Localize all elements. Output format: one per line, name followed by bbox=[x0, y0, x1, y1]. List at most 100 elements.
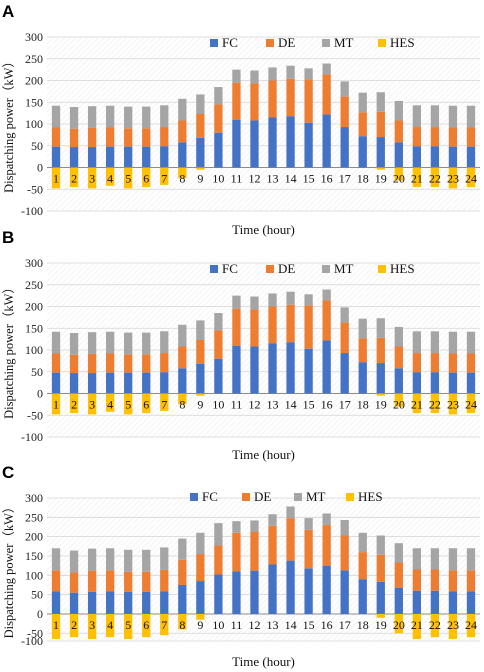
bar-mt-16 bbox=[322, 513, 331, 526]
bar-hes-21 bbox=[412, 167, 422, 188]
x-tick-label: 1 bbox=[53, 398, 59, 412]
legend-label: MT bbox=[306, 489, 326, 504]
x-tick-label: 22 bbox=[429, 172, 441, 186]
legend-item-hes: HES bbox=[346, 489, 383, 504]
y-tick-label: 200 bbox=[25, 300, 43, 314]
bar-de-9 bbox=[196, 554, 205, 582]
bar-de-21 bbox=[412, 569, 422, 591]
bar-fc-4 bbox=[105, 591, 115, 614]
bar-hes-2 bbox=[69, 167, 79, 188]
bar-mt-24 bbox=[466, 548, 476, 571]
bar-de-6 bbox=[142, 128, 151, 147]
bar-de-6 bbox=[142, 354, 151, 373]
bar-mt-8 bbox=[178, 324, 187, 347]
bar-hes-23 bbox=[448, 613, 458, 640]
x-tick-label: 6 bbox=[143, 618, 149, 632]
bar-de-17 bbox=[340, 535, 349, 571]
bar-hes-1 bbox=[51, 167, 61, 189]
x-tick-label: 13 bbox=[267, 172, 279, 186]
x-tick-label: 15 bbox=[303, 398, 315, 412]
bar-hes-3 bbox=[87, 613, 97, 640]
bar-hes-4 bbox=[105, 393, 115, 412]
y-tick-label: 100 bbox=[25, 117, 43, 131]
bar-fc-10 bbox=[214, 358, 223, 394]
bar-hes-5 bbox=[124, 167, 133, 189]
x-tick-label: 17 bbox=[339, 172, 351, 186]
bar-fc-10 bbox=[214, 574, 223, 614]
bar-fc-16 bbox=[322, 114, 331, 168]
bar-hes-7 bbox=[160, 393, 169, 411]
y-tick-label: 300 bbox=[25, 256, 43, 270]
bar-mt-14 bbox=[286, 65, 295, 79]
x-tick-label: 8 bbox=[179, 172, 185, 186]
bar-mt-22 bbox=[430, 331, 440, 354]
bar-fc-17 bbox=[340, 353, 349, 394]
x-tick-label: 10 bbox=[212, 618, 224, 632]
x-tick-label: 23 bbox=[447, 398, 459, 412]
y-tick-label: -50 bbox=[27, 626, 43, 640]
bar-fc-7 bbox=[160, 591, 169, 614]
bar-de-7 bbox=[160, 127, 169, 147]
x-tick-label: 19 bbox=[375, 398, 387, 412]
bar-fc-3 bbox=[87, 591, 97, 614]
bar-mt-5 bbox=[124, 549, 133, 572]
bar-fc-24 bbox=[466, 591, 476, 614]
legend-item-fc: FC bbox=[190, 489, 218, 504]
bar-de-22 bbox=[430, 127, 440, 147]
bar-fc-9 bbox=[196, 363, 205, 394]
bar-mt-12 bbox=[250, 296, 259, 310]
bar-mt-17 bbox=[340, 307, 349, 323]
bar-mt-22 bbox=[430, 548, 440, 570]
bar-mt-3 bbox=[87, 332, 97, 354]
legend-item-mt: MT bbox=[322, 35, 354, 50]
x-tick-label: 5 bbox=[125, 398, 131, 412]
bar-mt-1 bbox=[51, 331, 61, 354]
bar-de-18 bbox=[358, 112, 367, 137]
bar-fc-19 bbox=[376, 363, 385, 394]
bar-de-10 bbox=[214, 545, 223, 575]
bar-mt-6 bbox=[142, 332, 151, 355]
bar-mt-23 bbox=[448, 105, 458, 128]
x-tick-label: 12 bbox=[248, 618, 260, 632]
bar-mt-9 bbox=[196, 532, 205, 555]
x-tick-label: 21 bbox=[411, 618, 423, 632]
bar-mt-4 bbox=[105, 105, 115, 128]
bar-mt-4 bbox=[105, 331, 115, 354]
bar-fc-17 bbox=[340, 570, 349, 614]
y-axis-label: Dispatching power（kW） bbox=[2, 501, 16, 639]
bar-hes-21 bbox=[412, 613, 422, 640]
x-tick-label: 13 bbox=[267, 398, 279, 412]
legend-item-de: DE bbox=[266, 35, 295, 50]
y-tick-label: 150 bbox=[25, 95, 43, 109]
bar-fc-18 bbox=[358, 579, 367, 614]
legend-swatch bbox=[266, 39, 274, 47]
y-tick-label: 100 bbox=[25, 568, 43, 582]
bar-fc-12 bbox=[250, 120, 259, 168]
bar-de-24 bbox=[466, 127, 476, 147]
bar-hes-4 bbox=[105, 613, 115, 638]
y-tick-label: 150 bbox=[25, 549, 43, 563]
x-tick-label: 11 bbox=[231, 172, 243, 186]
legend-label: DE bbox=[278, 35, 295, 50]
bar-fc-20 bbox=[394, 142, 403, 168]
bar-de-8 bbox=[178, 346, 187, 369]
bar-mt-5 bbox=[124, 106, 133, 129]
bar-hes-20 bbox=[394, 393, 403, 407]
bar-hes-6 bbox=[142, 393, 151, 414]
bar-hes-3 bbox=[87, 393, 97, 415]
bar-de-12 bbox=[250, 532, 259, 571]
bar-de-5 bbox=[124, 128, 133, 147]
bar-fc-18 bbox=[358, 136, 367, 168]
y-tick-label: 250 bbox=[25, 510, 43, 524]
x-tick-label: 4 bbox=[107, 618, 113, 632]
bar-fc-19 bbox=[376, 581, 385, 614]
bar-de-19 bbox=[376, 111, 385, 138]
bar-mt-13 bbox=[268, 514, 277, 526]
x-tick-label: 12 bbox=[248, 398, 260, 412]
bar-mt-16 bbox=[322, 289, 331, 301]
x-tick-label: 8 bbox=[179, 618, 185, 632]
bar-mt-7 bbox=[160, 331, 169, 354]
bar-de-5 bbox=[124, 571, 133, 592]
legend-item-hes: HES bbox=[378, 261, 415, 276]
x-tick-label: 17 bbox=[339, 398, 351, 412]
